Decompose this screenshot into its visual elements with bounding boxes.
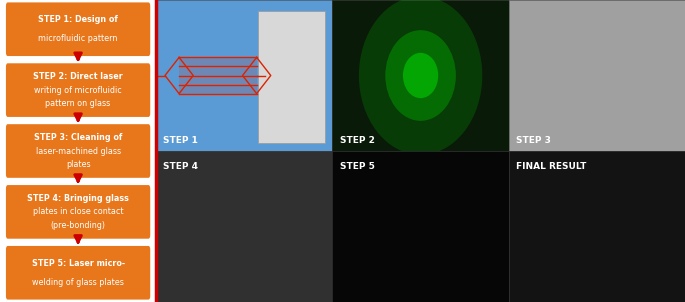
Text: STEP 4: Bringing glass: STEP 4: Bringing glass (27, 194, 129, 203)
FancyBboxPatch shape (6, 246, 150, 300)
FancyBboxPatch shape (258, 11, 325, 143)
Text: STEP 1: Design of: STEP 1: Design of (38, 15, 118, 24)
Text: plates: plates (66, 160, 90, 169)
Ellipse shape (403, 53, 438, 98)
FancyBboxPatch shape (6, 124, 150, 178)
Text: STEP 2: STEP 2 (340, 136, 375, 145)
Text: STEP 3: Cleaning of: STEP 3: Cleaning of (34, 133, 123, 142)
Text: STEP 5: STEP 5 (340, 162, 375, 171)
Ellipse shape (359, 0, 482, 155)
Text: pattern on glass: pattern on glass (45, 99, 111, 108)
Text: STEP 5: Laser micro-: STEP 5: Laser micro- (32, 259, 125, 268)
Text: STEP 3: STEP 3 (516, 136, 551, 145)
Text: (pre-bonding): (pre-bonding) (51, 221, 105, 230)
Text: laser-machined glass: laser-machined glass (36, 146, 121, 156)
Text: welding of glass plates: welding of glass plates (32, 278, 124, 287)
FancyBboxPatch shape (179, 57, 257, 94)
Ellipse shape (386, 30, 456, 121)
Text: plates in close contact: plates in close contact (33, 207, 123, 217)
Text: writing of microfluidic: writing of microfluidic (34, 85, 122, 95)
Text: STEP 4: STEP 4 (163, 162, 198, 171)
Text: STEP 2: Direct laser: STEP 2: Direct laser (33, 72, 123, 81)
Text: STEP 1: STEP 1 (163, 136, 198, 145)
FancyBboxPatch shape (6, 185, 150, 239)
Text: FINAL RESULT: FINAL RESULT (516, 162, 586, 171)
FancyBboxPatch shape (6, 2, 150, 56)
FancyBboxPatch shape (6, 63, 150, 117)
Text: microfluidic pattern: microfluidic pattern (38, 34, 118, 43)
